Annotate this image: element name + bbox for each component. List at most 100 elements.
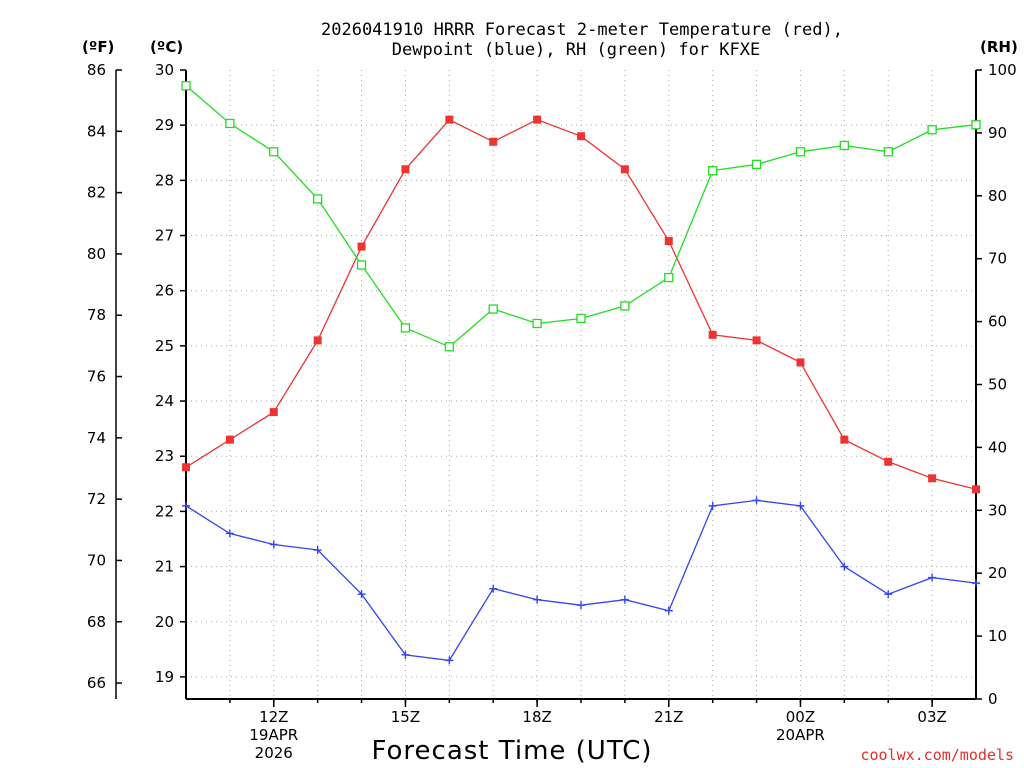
fahrenheit-tick-label: 76 [87,368,106,386]
temperature-point [796,358,805,367]
temperature-point [445,115,454,124]
grid-lines [186,70,976,699]
dewpoint-point [840,562,849,571]
dewpoint-point [533,595,542,604]
dewpoint-point [357,590,366,599]
fahrenheit-tick-label: 74 [87,429,106,447]
celsius-tick-label: 23 [155,447,174,465]
celsius-unit-label: (ºC) [150,38,183,56]
temperature-point [972,485,980,494]
rh-tick-label: 0 [988,690,998,708]
temperature-point [225,435,234,444]
rh-tick-label: 40 [988,438,1007,456]
rh-point [839,140,849,151]
temperature-point [489,137,498,146]
rh-point [488,304,498,314]
dewpoint-point [577,601,585,610]
fahrenheit-unit-label: (ºF) [82,38,114,56]
x-tick-date-label: 20APR [776,726,825,744]
rh-tick-label: 60 [988,313,1007,331]
fahrenheit-tick-label: 82 [87,184,106,202]
rh-point [181,81,191,91]
rh-tick-label: 20 [988,564,1007,582]
rh-point [444,342,454,352]
rh-point [795,147,806,157]
temperature-point [752,336,761,345]
dewpoint-point [182,501,190,510]
rh-point [576,313,586,324]
chart-title-line2: Dewpoint (blue), RH (green) for KFXE [392,40,760,60]
celsius-tick-label: 25 [155,337,174,355]
temperature-point [840,435,849,444]
temperature-point [708,330,717,339]
dewpoint-point [401,650,410,659]
celsius-tick-label: 19 [155,668,174,686]
rh-point [708,165,718,176]
x-tick-label: 12Z [259,708,288,726]
dewpoint-point [225,529,234,538]
x-tick-date-label: 19APR [249,726,298,744]
rh-point [269,147,279,157]
rh-point [313,194,323,204]
fahrenheit-tick-label: 80 [87,245,106,263]
celsius-tick-label: 21 [155,558,174,576]
dewpoint-point [708,501,717,510]
dewpoint-point [313,546,322,555]
dewpoint-point [445,656,454,665]
fahrenheit-tick-label: 70 [87,551,106,569]
rh-point [532,318,542,329]
rh-tick-label: 80 [988,187,1007,205]
temperature-point [533,115,542,124]
rh-tick-label: 90 [988,124,1007,142]
celsius-tick-label: 26 [155,282,174,300]
rh-tick-label: 100 [988,61,1017,79]
temperature-point [269,408,278,417]
rh-point [927,125,937,135]
x-tick-label: 18Z [522,708,551,726]
celsius-tick-label: 27 [155,227,174,245]
rh-point [620,301,630,311]
rh-point [971,120,981,130]
credit-text: coolwx.com/models [860,746,1014,764]
temperature-point [401,165,410,174]
dewpoint-point [928,573,937,582]
temperature-point [620,165,629,174]
temperature-point [928,474,937,483]
dewpoint-point [884,590,893,599]
celsius-tick-label: 28 [155,171,174,189]
rh-point [883,147,893,157]
rh-tick-label: 30 [988,501,1007,519]
temperature-point [313,336,322,345]
celsius-tick-label: 22 [155,502,174,520]
x-tick-label: 03Z [917,708,946,726]
celsius-tick-label: 20 [155,613,174,631]
fahrenheit-tick-label: 72 [87,490,106,508]
rh-point [751,159,762,170]
rh-point [400,323,411,333]
rh-tick-label: 50 [988,376,1007,394]
celsius-tick-label: 24 [155,392,174,410]
x-tick-year-label: 2026 [255,744,293,762]
rh-unit-label: (RH) [980,38,1018,56]
x-tick-label: 21Z [654,708,683,726]
axes [115,69,982,707]
dewpoint-point [752,496,761,505]
dewpoint-point [664,606,673,615]
rh-point [356,260,367,270]
x-tick-label: 00Z [786,708,815,726]
celsius-tick-label: 29 [155,116,174,134]
rh-point [225,118,235,129]
dewpoint-point [796,501,805,510]
rh-tick-label: 10 [988,627,1007,645]
celsius-tick-label: 30 [155,61,174,79]
x-axis-label: Forecast Time (UTC) [371,736,652,766]
dewpoint-point [269,540,278,549]
dewpoint-point [972,579,980,588]
tick-labels: 66 68 70 72 74 76 78 80 82 84 86 19 20 21 22 23 24 25 26 27… [87,61,1017,762]
chart-title-line1: 2026041910 HRRR Forecast 2-meter Tempera… [321,20,843,40]
fahrenheit-tick-label: 68 [87,613,106,631]
series-layer [181,81,981,665]
x-tick-label: 15Z [391,708,420,726]
temperature-point [577,132,585,141]
